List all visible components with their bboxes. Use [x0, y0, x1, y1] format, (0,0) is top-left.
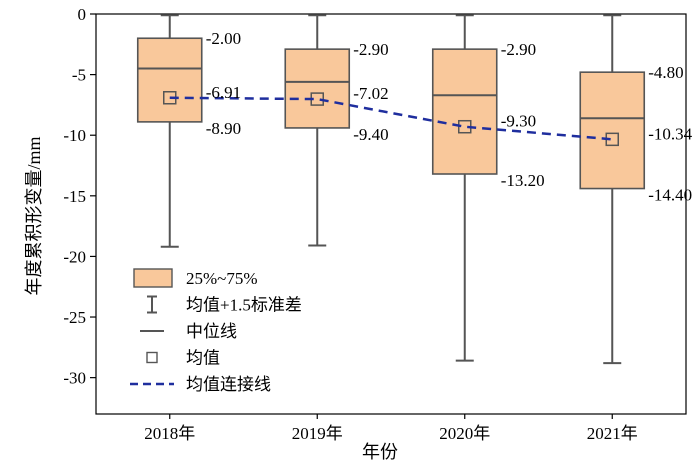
q3-label: -2.00	[206, 29, 241, 48]
box-1	[136, 14, 203, 248]
value-labels-layer: -2.00 -6.91 -8.90 -2.90 -7.02 -9.40 -2.90 -9.30…	[206, 29, 693, 204]
q1-label: -13.20	[501, 171, 545, 190]
y-tick-label: -30	[63, 369, 86, 388]
iqr-box	[431, 48, 498, 175]
legend-swatch-mean	[146, 351, 158, 364]
iqr-box	[579, 71, 646, 190]
iqr-box	[284, 48, 351, 129]
mean-label: -9.30	[501, 112, 536, 131]
y-tick-label: -5	[72, 66, 86, 85]
mean-label: -6.91	[206, 83, 241, 102]
y-tick-label: -20	[63, 247, 86, 266]
legend-label: 25%~75%	[186, 269, 258, 288]
y-axis-title: 年度累积形变量/mm	[24, 136, 44, 295]
legend-label: 均值+1.5标准差	[186, 296, 302, 315]
x-tick-label: 2021年	[587, 424, 638, 443]
axes: 0 -5 -10 -15 -20 -25 -30 2018年 2019年 2020年 2021年	[63, 5, 687, 443]
legend-item-mean: 均值	[146, 349, 220, 368]
box-4	[579, 14, 646, 365]
x-tick-label: 2019年	[292, 424, 343, 443]
q3-label: -2.90	[501, 40, 536, 59]
y-tick-label: -15	[63, 187, 86, 206]
box-3	[431, 14, 498, 362]
legend-label: 中位线	[186, 322, 237, 341]
mean-label: -7.02	[353, 84, 388, 103]
x-axis-title: 年份	[362, 442, 398, 462]
mean-label: -10.34	[648, 124, 692, 143]
legend-label: 均值连接线	[186, 375, 271, 394]
q1-label: -8.90	[206, 119, 241, 138]
x-tick-label: 2018年	[144, 424, 195, 443]
y-tick-label: -25	[63, 308, 86, 327]
iqr-box	[136, 37, 203, 123]
x-tick-label: 2020年	[439, 424, 490, 443]
legend-label: 均值	[186, 349, 220, 368]
legend-item-mean_line: 均值连接线	[130, 375, 271, 394]
q1-label: -9.40	[353, 125, 388, 144]
legend-item-median: 中位线	[140, 322, 237, 341]
q1-label: -14.40	[648, 186, 692, 205]
legend-item-box: 25%~75%	[133, 268, 258, 288]
plot-frame	[95, 13, 687, 415]
q3-label: -4.80	[648, 63, 683, 82]
y-tick-label: -10	[63, 126, 86, 145]
q3-label: -2.90	[353, 40, 388, 59]
legend-swatch-box	[133, 268, 173, 288]
legend-item-whisker: 均值+1.5标准差	[147, 295, 302, 315]
y-tick-label: 0	[78, 5, 87, 24]
boxes-layer	[136, 14, 646, 365]
box-2	[284, 14, 351, 247]
